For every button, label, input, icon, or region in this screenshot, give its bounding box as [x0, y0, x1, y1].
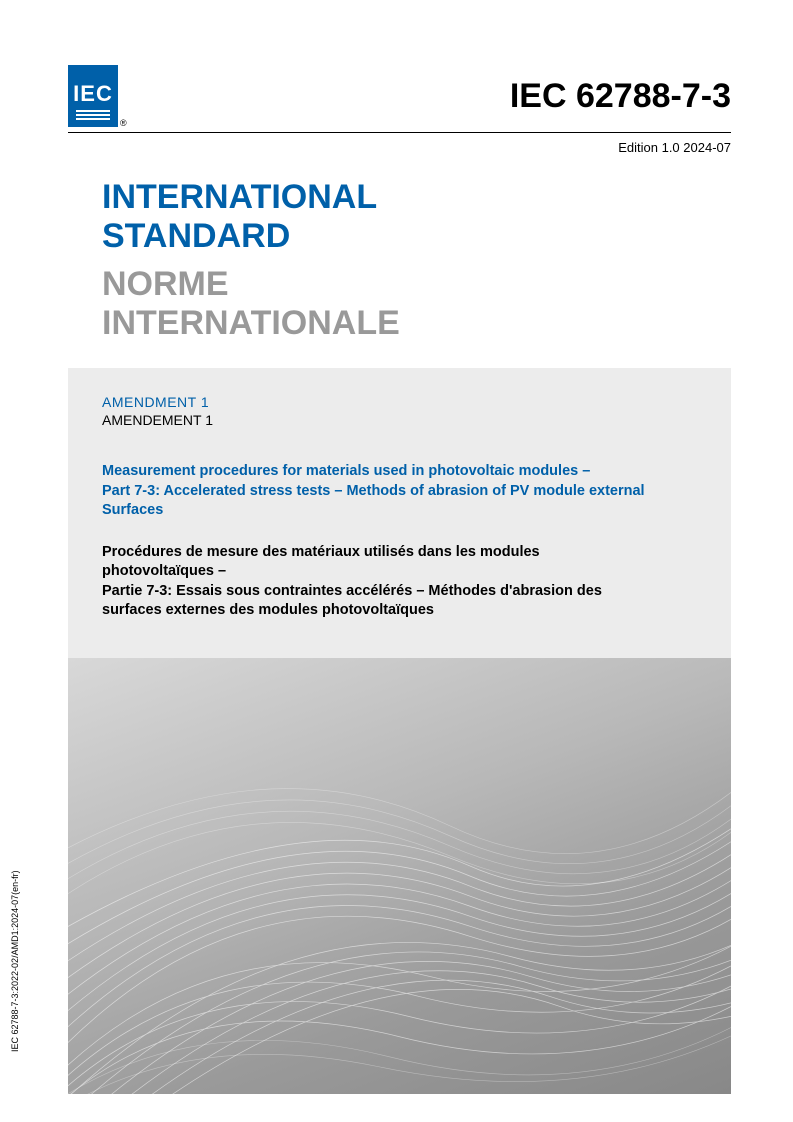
desc-en-line1: Measurement procedures for materials use…	[102, 462, 697, 482]
desc-fr-line4: surfaces externes des modules photovolta…	[102, 601, 697, 621]
title-fr-line1: NORME	[102, 265, 400, 304]
cover-graphic	[68, 658, 731, 1094]
title-fr-line2: INTERNATIONALE	[102, 304, 400, 343]
description-english: Measurement procedures for materials use…	[102, 462, 697, 521]
edition-text: Edition 1.0 2024-07	[618, 140, 731, 155]
registered-mark: ®	[120, 118, 127, 128]
desc-fr-line3: Partie 7-3: Essais sous contraintes accé…	[102, 582, 697, 602]
iec-logo: IEC	[68, 65, 118, 127]
spine-reference: IEC 62788-7-3:2022-02/AMD1:2024-07(en-fr…	[10, 870, 20, 1052]
page: IEC ® IEC 62788-7-3 Edition 1.0 2024-07 …	[0, 0, 793, 1122]
logo-text: IEC	[73, 81, 113, 107]
desc-en-line3: Surfaces	[102, 501, 697, 521]
title-english: INTERNATIONAL STANDARD	[102, 178, 377, 256]
amendment-en: AMENDMENT 1	[102, 394, 697, 410]
description-french: Procédures de mesure des matériaux utili…	[102, 543, 697, 621]
header-rule	[68, 132, 731, 133]
document-number: IEC 62788-7-3	[510, 77, 731, 116]
desc-fr-line1: Procédures de mesure des matériaux utili…	[102, 543, 697, 563]
logo-lines-icon	[76, 110, 110, 112]
amendment-fr: AMENDEMENT 1	[102, 412, 697, 428]
title-en-line1: INTERNATIONAL	[102, 178, 377, 217]
wave-lines-icon	[68, 658, 731, 1094]
desc-en-line2: Part 7-3: Accelerated stress tests – Met…	[102, 482, 697, 502]
title-en-line2: STANDARD	[102, 217, 377, 256]
desc-fr-line2: photovoltaïques –	[102, 562, 697, 582]
title-french: NORME INTERNATIONALE	[102, 265, 400, 343]
description-panel: AMENDMENT 1 AMENDEMENT 1 Measurement pro…	[68, 368, 731, 658]
